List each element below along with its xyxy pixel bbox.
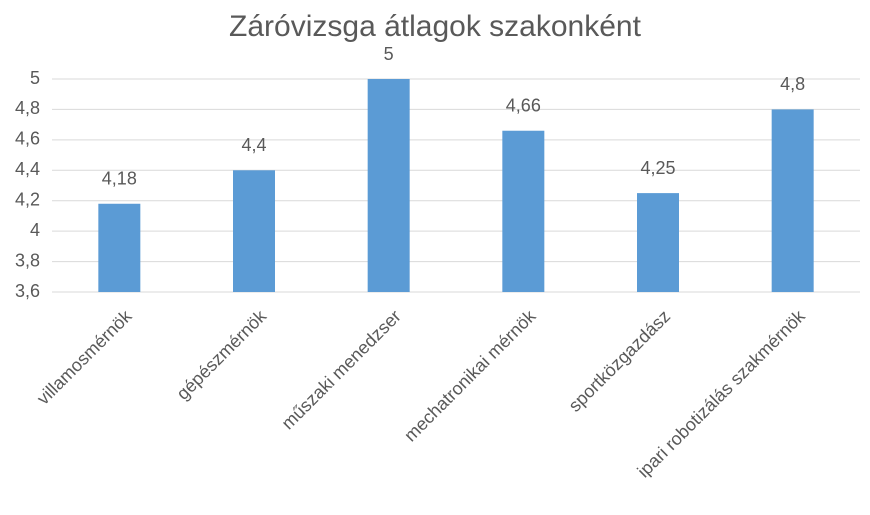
bar bbox=[98, 203, 141, 292]
data-label: 4,25 bbox=[640, 158, 675, 178]
y-tick-label: 4 bbox=[30, 220, 40, 240]
y-tick-label: 4,2 bbox=[15, 189, 40, 209]
data-label: 4,4 bbox=[241, 135, 266, 155]
y-tick-label: 4,8 bbox=[15, 98, 40, 118]
y-tick-label: 4,4 bbox=[15, 159, 40, 179]
bar bbox=[367, 79, 410, 292]
y-tick-label: 5 bbox=[30, 68, 40, 88]
bar bbox=[637, 193, 679, 292]
data-label: 4,8 bbox=[780, 74, 805, 94]
y-tick-label: 4,6 bbox=[15, 129, 40, 149]
chart-title: Záróvizsga átlagok szakonként bbox=[229, 10, 642, 43]
bar bbox=[233, 170, 275, 292]
data-label: 4,18 bbox=[102, 169, 137, 189]
bar bbox=[771, 109, 814, 292]
data-label: 5 bbox=[384, 44, 394, 64]
y-tick-label: 3,8 bbox=[15, 250, 40, 270]
data-label: 4,66 bbox=[506, 95, 541, 115]
bar bbox=[502, 130, 545, 292]
y-tick-label: 3,6 bbox=[15, 281, 40, 301]
